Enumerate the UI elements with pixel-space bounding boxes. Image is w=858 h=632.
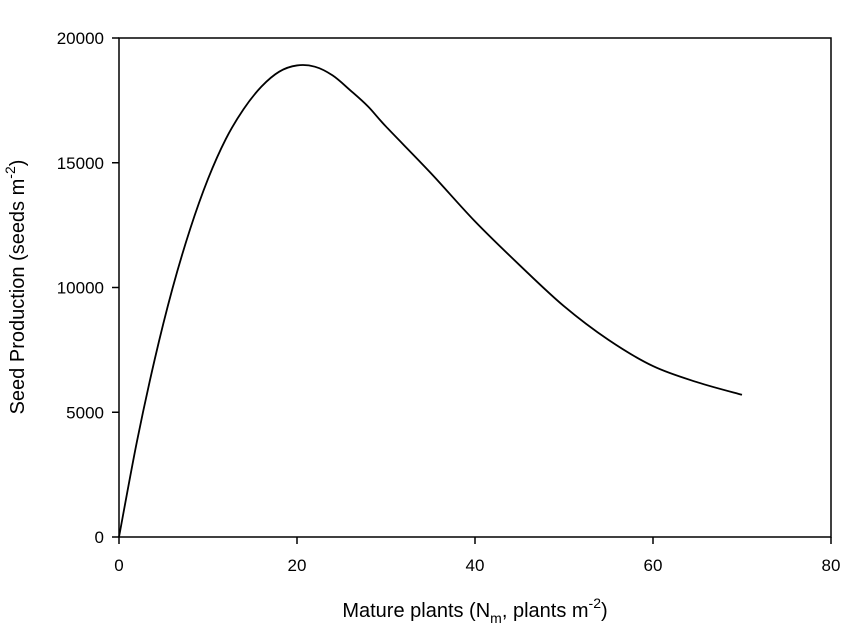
- x-axis-ticks: 0 20 40 60 80: [114, 537, 840, 575]
- x-tick-label: 20: [288, 556, 307, 575]
- x-tick-label: 80: [822, 556, 841, 575]
- y-tick-label: 20000: [57, 29, 104, 48]
- x-tick-label: 60: [644, 556, 663, 575]
- x-axis-title: Mature plants (Nm, plants m-2): [342, 595, 607, 626]
- y-tick-label: 15000: [57, 154, 104, 173]
- y-tick-label: 0: [95, 528, 104, 547]
- x-tick-label: 40: [466, 556, 485, 575]
- y-tick-label: 10000: [57, 279, 104, 298]
- y-axis-title: Seed Production (seeds m-2): [2, 160, 29, 415]
- x-tick-label: 0: [114, 556, 123, 575]
- y-axis-ticks: 0 5000 10000 15000 20000: [57, 29, 119, 547]
- plot-frame: [118, 37, 832, 538]
- seed-production-curve: [118, 64, 743, 538]
- y-tick-label: 5000: [66, 403, 104, 422]
